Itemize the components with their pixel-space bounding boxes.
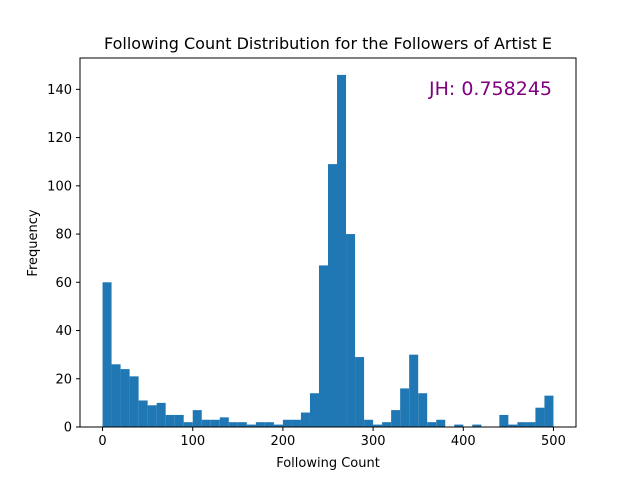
x-tick-label: 500 [541, 434, 566, 449]
histogram-bar [210, 419, 220, 427]
y-tick-label: 40 [55, 324, 72, 339]
histogram-bar [147, 405, 157, 427]
histogram-bar [228, 422, 238, 427]
y-axis-ticks: 0 20 40 60 80 100 120 140 [47, 83, 80, 436]
jh-annotation: JH: 0.758245 [428, 78, 552, 100]
histogram-bar [328, 164, 338, 427]
histogram-bar [309, 393, 319, 427]
y-axis-label: Frequency [26, 209, 41, 276]
histogram-bar [111, 364, 121, 427]
histogram-bar [201, 419, 211, 427]
y-tick-label: 0 [64, 421, 72, 436]
histogram-bar [472, 424, 482, 427]
histogram-bar [129, 376, 139, 427]
chart-title: Following Count Distribution for the Fol… [104, 34, 552, 53]
histogram-bar [273, 424, 283, 427]
histogram-bar [219, 417, 229, 427]
histogram-bar [373, 424, 383, 427]
histogram-bar [183, 422, 193, 427]
histogram-bar [436, 419, 446, 427]
histogram-bar [138, 400, 148, 427]
y-tick-label: 100 [47, 179, 72, 194]
histogram-bar [246, 424, 256, 427]
y-tick-label: 140 [47, 83, 72, 98]
histogram-bar [499, 414, 509, 427]
histogram-bar [517, 422, 527, 427]
histogram-bar [120, 369, 130, 427]
y-tick-label: 120 [47, 131, 72, 146]
x-tick-label: 0 [98, 434, 106, 449]
histogram-bar [237, 422, 247, 427]
histogram-bar [526, 422, 536, 427]
histogram-bar [174, 414, 184, 427]
histogram-bar [291, 419, 301, 427]
x-tick-label: 400 [451, 434, 476, 449]
histogram-bar [165, 414, 175, 427]
x-tick-label: 100 [180, 434, 205, 449]
y-tick-label: 80 [55, 228, 72, 243]
histogram-bar [102, 282, 112, 427]
x-tick-label: 200 [270, 434, 295, 449]
histogram-bar [400, 388, 410, 427]
histogram-bar [508, 424, 518, 427]
histogram-bar [391, 410, 401, 427]
histogram-bar [318, 265, 328, 427]
histogram-bar [264, 422, 274, 427]
histogram-bar [282, 419, 292, 427]
histogram-bar [454, 424, 464, 427]
histogram-bar [364, 419, 374, 427]
histogram-bar [337, 74, 347, 427]
histogram-bar [255, 422, 265, 427]
y-tick-label: 20 [55, 372, 72, 387]
plot-frame [79, 57, 577, 428]
x-tick-label: 300 [361, 434, 386, 449]
histogram-bar [535, 407, 545, 427]
histogram-bar [355, 357, 365, 427]
histogram-bar [192, 410, 202, 427]
histogram-bar [427, 422, 437, 427]
histogram-bar [346, 234, 356, 427]
histogram-bar [156, 402, 166, 427]
histogram-bar [544, 395, 554, 427]
histogram-bar [300, 412, 310, 427]
bars-group [102, 74, 554, 427]
histogram-bar [418, 393, 428, 427]
histogram-bar [382, 422, 392, 427]
x-axis-label: Following Count [276, 456, 380, 471]
x-axis-ticks: 0 100 200 300 400 500 [98, 427, 566, 449]
histogram-bar [409, 354, 419, 427]
y-tick-label: 60 [55, 276, 72, 291]
